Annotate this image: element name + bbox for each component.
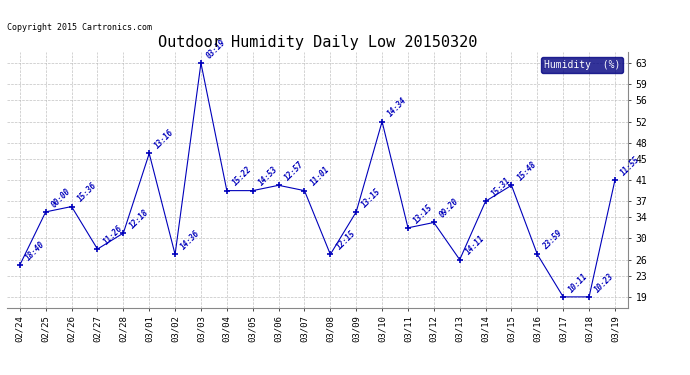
Text: 23:59: 23:59 <box>542 229 564 252</box>
Text: Copyright 2015 Cartronics.com: Copyright 2015 Cartronics.com <box>7 22 152 32</box>
Legend: Humidity  (%): Humidity (%) <box>541 57 623 73</box>
Text: 12:15: 12:15 <box>335 229 357 252</box>
Text: 15:36: 15:36 <box>76 181 99 204</box>
Text: 12:18: 12:18 <box>128 208 150 230</box>
Text: 11:55: 11:55 <box>619 154 642 177</box>
Text: 13:15: 13:15 <box>412 202 435 225</box>
Text: 14:36: 14:36 <box>179 229 202 252</box>
Text: 11:01: 11:01 <box>308 165 331 188</box>
Text: 15:22: 15:22 <box>231 165 254 188</box>
Text: 18:40: 18:40 <box>24 240 47 262</box>
Text: 14:34: 14:34 <box>386 96 409 119</box>
Text: 10:23: 10:23 <box>593 272 616 294</box>
Title: Outdoor Humidity Daily Low 20150320: Outdoor Humidity Daily Low 20150320 <box>158 35 477 50</box>
Text: 11:26: 11:26 <box>101 224 124 246</box>
Text: 00:00: 00:00 <box>50 186 72 209</box>
Text: 14:11: 14:11 <box>464 234 486 257</box>
Text: 15:31: 15:31 <box>490 176 513 198</box>
Text: 13:15: 13:15 <box>360 186 383 209</box>
Text: 13:16: 13:16 <box>153 128 176 151</box>
Text: 14:53: 14:53 <box>257 165 279 188</box>
Text: 15:48: 15:48 <box>515 160 538 183</box>
Text: 10:11: 10:11 <box>567 272 590 294</box>
Text: 09:20: 09:20 <box>438 197 461 220</box>
Text: 12:57: 12:57 <box>283 160 306 183</box>
Text: 03:19: 03:19 <box>205 38 228 60</box>
